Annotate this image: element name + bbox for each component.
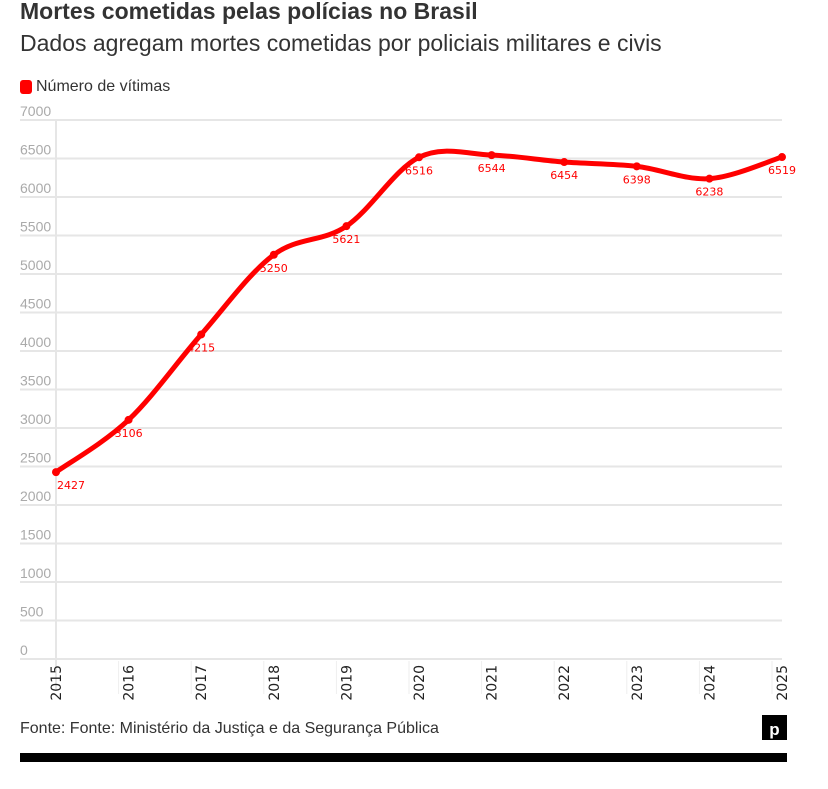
y-tick-label: 4000 [20,334,51,350]
data-label: 3106 [115,427,143,440]
data-label: 4215 [187,341,215,354]
x-tick-label: 2020 [412,665,428,701]
data-label: 6454 [550,169,578,182]
chart-subtitle: Dados agregam mortes cometidas por polic… [20,30,662,56]
y-tick-label: 3500 [20,373,51,389]
legend-swatch-icon [20,80,32,94]
data-point [487,151,496,160]
data-label: 2427 [57,479,85,492]
x-tick-label: 2019 [339,665,355,701]
data-label: 6544 [478,162,506,175]
footer-bar [20,753,787,762]
x-tick-label: 2017 [194,665,210,701]
y-tick-label: 2500 [20,450,51,466]
series-line [53,148,785,475]
data-label: 6238 [695,186,723,199]
data-label: 6516 [405,164,433,177]
x-tick-label: 2023 [630,665,646,701]
y-tick-label: 6500 [20,142,51,158]
x-tick-label: 2021 [485,665,501,701]
y-tick-label: 0 [20,642,28,658]
data-point [269,250,278,259]
publisher-logo: p [762,715,787,740]
data-point [52,468,60,477]
x-tick-label: 2015 [49,665,65,701]
y-tick-label: 5000 [20,257,51,273]
data-label: 5250 [260,262,288,275]
chart-title: Mortes cometidas pelas polícias no Brasi… [20,0,478,24]
data-point [560,158,569,167]
data-point [197,330,206,339]
data-point [342,222,351,231]
y-tick-label: 3000 [20,411,51,427]
data-point [124,415,133,424]
y-tick-label: 2000 [20,488,51,504]
y-tick-label: 7000 [20,103,51,119]
source-note: Fonte: Fonte: Ministério da Justiça e da… [20,720,439,737]
data-label: 6398 [623,173,651,186]
y-tick-label: 5500 [20,219,51,235]
data-point [415,153,423,162]
data-point [705,174,714,183]
data-point [632,162,641,171]
y-tick-label: 1000 [20,565,51,581]
x-tick-label: 2022 [557,665,573,701]
y-tick-label: 6000 [20,180,51,196]
x-tick-label: 2025 [775,665,791,701]
y-tick-label: 1500 [20,527,51,543]
x-tick-label: 2016 [122,665,138,701]
data-point [778,153,786,162]
y-tick-label: 4500 [20,296,51,312]
legend-item[interactable]: Número de vítimas [20,78,170,96]
x-tick-label: 2024 [702,665,718,701]
y-tick-label: 500 [20,604,44,620]
legend-label: Número de vítimas [36,78,171,95]
data-label: 5621 [332,233,360,246]
data-label: 6519 [768,164,796,177]
x-tick-label: 2018 [267,665,283,701]
